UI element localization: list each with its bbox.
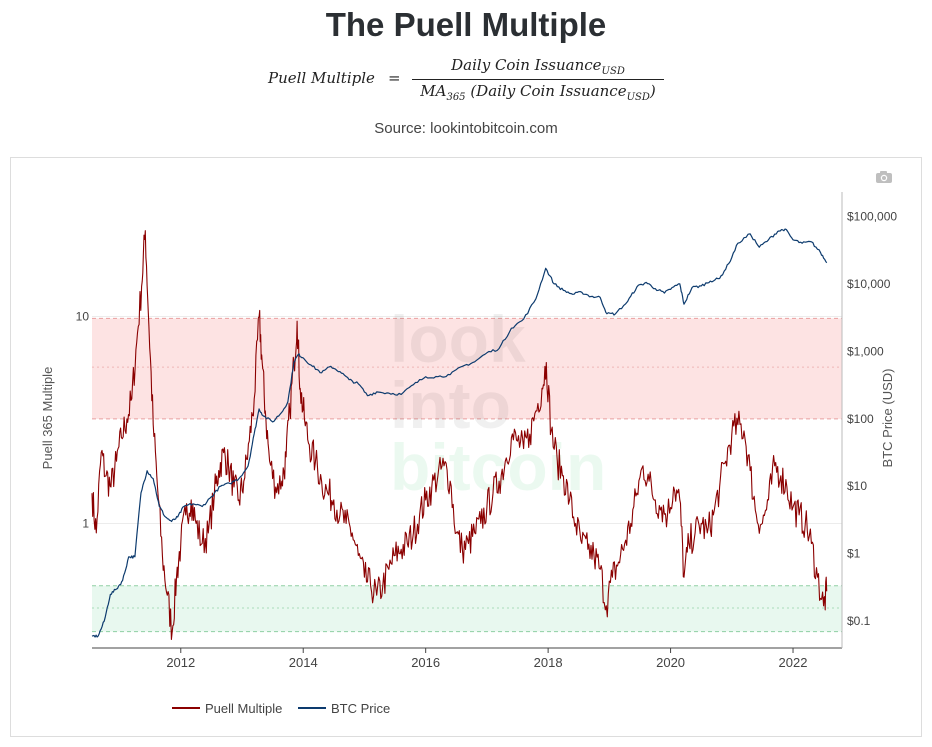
formula-numerator: Daily Coin IssuanceUSD — [451, 56, 625, 77]
x-tick-label: 2016 — [411, 655, 440, 670]
y-right-tick-label: $1 — [847, 547, 861, 561]
chart-panel — [10, 157, 922, 737]
x-tick-label: 2012 — [166, 655, 195, 670]
x-tick-label: 2022 — [779, 655, 808, 670]
grid-layer — [92, 316, 842, 524]
series-line-puell-multiple — [91, 230, 828, 641]
source-caption: Source: lookintobitcoin.com — [374, 120, 558, 137]
formula-fraction-bar — [412, 79, 664, 80]
watermark-line2: into — [390, 368, 511, 442]
camera-icon[interactable] — [875, 170, 893, 184]
y-right-tick-label: $100 — [847, 412, 874, 426]
legend-label-btc[interactable]: BTC Price — [331, 701, 390, 716]
y-left-tick-label: 1 — [82, 516, 89, 530]
y-right-tick-label: $10,000 — [847, 277, 891, 291]
series-line-btc-price — [91, 228, 828, 638]
x-tick-label: 2018 — [534, 655, 563, 670]
y-right-tick-label: $10 — [847, 479, 867, 493]
x-tick-label: 2014 — [289, 655, 318, 670]
x-tick-label: 2020 — [656, 655, 685, 670]
band-overvalued — [92, 318, 842, 419]
y-left-tick-label: 10 — [76, 310, 90, 324]
y-left-axis-title: Puell 365 Multiple — [40, 367, 55, 470]
y-right-tick-label: $1,000 — [847, 344, 884, 358]
y-right-tick-label: $0.1 — [847, 614, 871, 628]
legend[interactable]: Puell Multiple BTC Price — [172, 701, 390, 716]
series-layer — [91, 228, 828, 641]
formula-denominator: MA365 (Daily Coin IssuanceUSD) — [420, 82, 656, 103]
formula-equals: = — [388, 69, 401, 87]
y-right-tick-label: $100,000 — [847, 209, 897, 223]
watermark-line1: look — [390, 302, 526, 376]
formula-lhs: Puell Multiple — [268, 69, 375, 87]
y-right-axis-title: BTC Price (USD) — [880, 369, 895, 468]
legend-label-puell[interactable]: Puell Multiple — [205, 701, 282, 716]
axes-layer: 2012 2014 2016 2018 2020 2022 1 10 $0.1 $1 $10 $100… — [40, 192, 897, 670]
page-title: The Puell Multiple — [325, 6, 607, 43]
band-undervalued — [92, 585, 842, 632]
formula: Puell Multiple = Daily Coin IssuanceUSD … — [0, 52, 932, 107]
bands-layer — [92, 317, 842, 633]
